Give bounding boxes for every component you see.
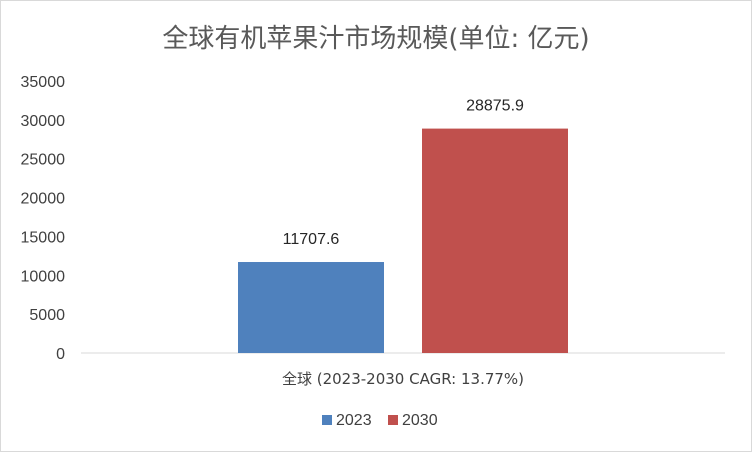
legend-swatch-2023 [322, 415, 332, 425]
y-axis: 0 5000 10000 15000 20000 25000 30000 35000 [21, 74, 66, 363]
legend-label-2023: 2023 [336, 412, 372, 429]
legend-swatch-2030 [388, 415, 398, 425]
bar-2023 [238, 262, 384, 353]
y-tick-label: 0 [56, 346, 65, 363]
y-tick-label: 35000 [21, 74, 66, 91]
y-tick-label: 15000 [21, 229, 66, 246]
y-tick-label: 25000 [21, 152, 66, 169]
bar-group: 11707.6 28875.9 [238, 98, 568, 353]
y-tick-label: 5000 [29, 307, 65, 324]
chart-title: 全球有机苹果汁市场规模(单位: 亿元) [162, 24, 589, 54]
bar-2030 [422, 128, 568, 353]
data-label-2023: 11707.6 [283, 231, 340, 248]
legend: 2023 2030 [322, 412, 438, 429]
y-tick-label: 20000 [21, 191, 66, 208]
category-label: 全球 (2023-2030 CAGR: 13.77%) [282, 370, 524, 388]
data-label-2030: 28875.9 [466, 98, 524, 115]
legend-label-2030: 2030 [402, 412, 438, 429]
y-tick-label: 30000 [21, 113, 66, 130]
y-tick-label: 10000 [21, 268, 66, 285]
